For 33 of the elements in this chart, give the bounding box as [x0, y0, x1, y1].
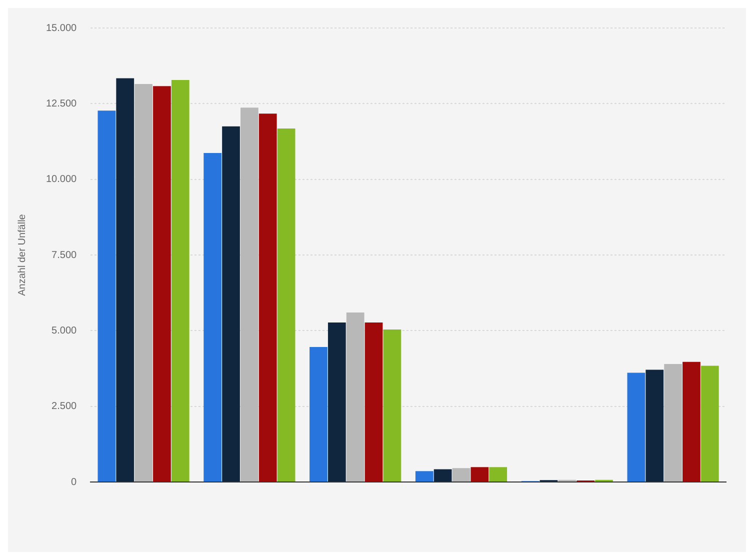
bar [664, 364, 682, 482]
bar [277, 128, 296, 482]
bar [489, 467, 508, 482]
bar [328, 322, 346, 482]
y-axis-title: Anzahl der Unfälle [16, 214, 28, 296]
bar [346, 312, 364, 482]
bar [646, 370, 664, 482]
bar [98, 110, 116, 482]
bar [134, 84, 152, 482]
bar [171, 80, 190, 482]
bar [222, 126, 240, 482]
y-tick-label: 2.500 [52, 401, 78, 412]
bar [470, 467, 489, 482]
bar [153, 86, 171, 482]
bar [700, 366, 719, 482]
bar [682, 362, 700, 482]
bar [452, 468, 470, 482]
bar [364, 322, 383, 482]
bar [310, 347, 328, 482]
y-tick-label: 10.000 [46, 174, 78, 186]
y-tick-label: 5.000 [52, 325, 78, 336]
bar [434, 469, 452, 482]
bar [383, 329, 402, 482]
bar [627, 372, 646, 482]
bar [415, 471, 434, 482]
y-tick-label: 0 [71, 476, 78, 488]
bar [258, 114, 277, 482]
bar [204, 153, 222, 482]
bar [116, 78, 134, 482]
y-tick-label: 15.000 [46, 22, 78, 34]
bar [240, 108, 258, 482]
y-tick-label: 7.500 [52, 250, 78, 261]
y-tick-label: 12.500 [46, 98, 78, 110]
